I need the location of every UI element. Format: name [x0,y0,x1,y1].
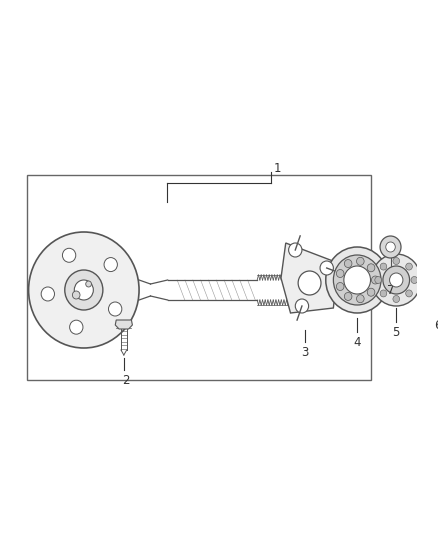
Circle shape [70,320,83,334]
Circle shape [289,243,302,257]
Circle shape [326,247,389,313]
Circle shape [380,290,387,297]
Polygon shape [281,243,338,313]
Circle shape [371,276,379,284]
Circle shape [406,290,412,297]
Circle shape [393,257,399,264]
Text: 1: 1 [273,161,281,174]
Circle shape [371,254,421,306]
Circle shape [74,280,93,300]
Circle shape [320,261,333,275]
Text: 3: 3 [301,346,308,359]
Circle shape [383,266,410,294]
Circle shape [65,270,103,310]
Circle shape [380,263,387,270]
Circle shape [63,248,76,262]
Polygon shape [115,320,132,329]
Circle shape [367,288,375,296]
Text: 5: 5 [392,326,400,339]
Circle shape [430,271,438,289]
Circle shape [28,232,139,348]
Circle shape [298,271,321,295]
Circle shape [86,281,92,287]
Circle shape [357,295,364,303]
Circle shape [336,282,344,290]
Text: 2: 2 [122,374,130,387]
Circle shape [295,299,309,313]
Circle shape [380,236,401,258]
Circle shape [333,255,381,305]
Circle shape [344,260,352,268]
Circle shape [344,266,371,294]
Circle shape [357,257,364,265]
Circle shape [41,287,54,301]
Text: 4: 4 [353,336,361,349]
Circle shape [389,273,403,287]
Circle shape [406,263,412,270]
Text: 6: 6 [434,319,438,332]
Circle shape [375,277,381,284]
Circle shape [411,277,418,284]
Text: 7: 7 [387,284,394,297]
Circle shape [72,291,80,299]
Circle shape [422,263,438,297]
Circle shape [336,270,344,278]
Circle shape [386,242,395,252]
Circle shape [367,264,375,272]
Circle shape [109,302,122,316]
Bar [27,175,371,380]
Circle shape [393,295,399,303]
Circle shape [104,257,117,272]
Circle shape [344,293,352,301]
